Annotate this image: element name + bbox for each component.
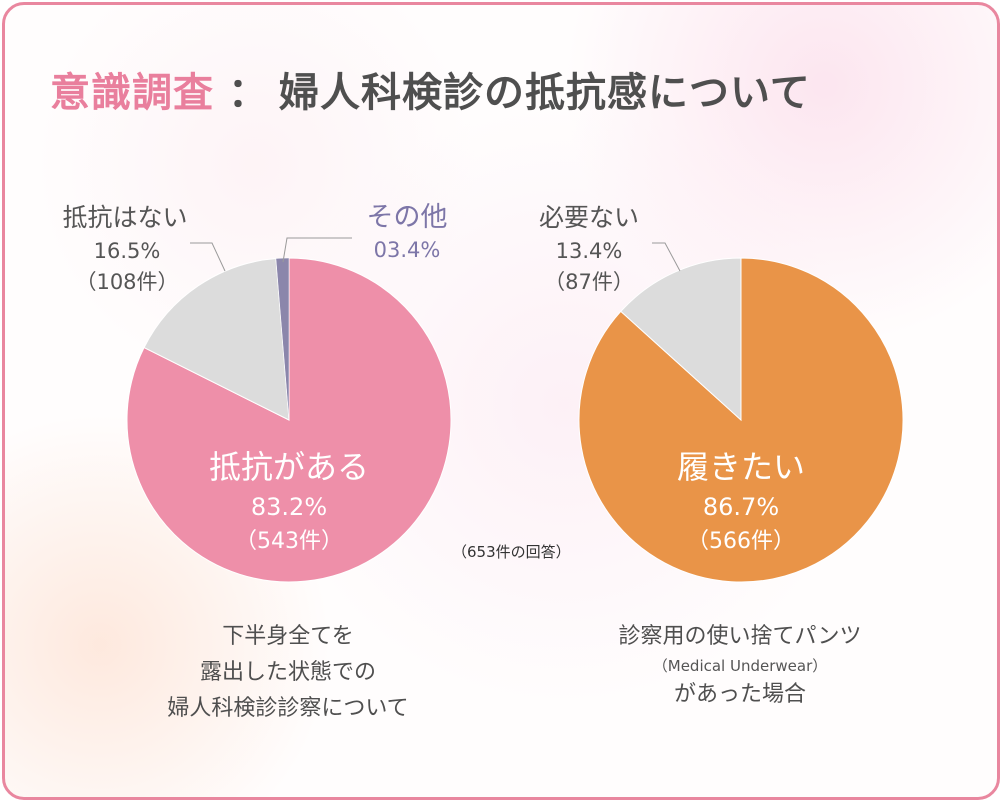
page-title: 意識調査 ：婦人科検診の抵抗感について: [50, 73, 811, 113]
left-caption-line-1: 下半身全てを: [222, 624, 354, 649]
left-caption-line-2: 露出した状態での: [199, 660, 376, 685]
pie-chart-underwear: 履きたい 86.7% （566件） 必要ない 13.4% （87件）: [539, 203, 904, 583]
right-caption-line-3: があった場合: [673, 682, 806, 707]
left-chart-caption: 下半身全てを 露出した状態での 婦人科検診診察について: [138, 619, 438, 727]
title-main: 婦人科検診の抵抗感について: [279, 70, 811, 116]
title-accent: 意識調査: [50, 70, 214, 116]
slice-count-want-to-wear: （566件）: [687, 529, 795, 554]
total-responses-note: （653件の回答）: [452, 543, 571, 561]
right-caption-line-2: （Medical Underwear）: [652, 657, 828, 675]
slice-label-want-to-wear: 履きたい: [677, 448, 805, 486]
pie-slice-other: [275, 257, 290, 421]
pie-slice-not-resistant: [143, 257, 290, 421]
right-caption-line-1: 診察用の使い捨てパンツ: [618, 624, 862, 649]
slice-label-resistant: 抵抗がある: [209, 448, 369, 486]
slice-count-not-needed: （87件）: [544, 270, 634, 294]
slice-percent-not-needed: 13.4%: [556, 239, 623, 263]
pie-slice-resistant: [126, 257, 452, 583]
slice-label-not-needed: 必要ない: [539, 203, 639, 232]
slice-label-other: その他: [367, 202, 448, 233]
slice-percent-other: 03.4%: [374, 238, 441, 262]
slice-count-resistant: （543件）: [235, 529, 343, 554]
right-chart-caption: 診察用の使い捨てパンツ （Medical Underwear） があった場合: [585, 619, 895, 713]
leader-line-other: [282, 237, 352, 263]
leader-line-not-needed: [652, 242, 681, 272]
left-caption-line-3: 婦人科検診診察について: [167, 696, 409, 721]
slice-percent-resistant: 83.2%: [251, 493, 327, 521]
slice-count-not-resistant: （108件）: [75, 270, 178, 294]
slice-percent-want-to-wear: 86.7%: [703, 493, 779, 521]
slice-percent-not-resistant: 16.5%: [94, 239, 161, 263]
pie-slice-not-needed: [620, 257, 742, 422]
pie-chart-resistance: 抵抗がある 83.2% （543件） 抵抗はない 16.5% （108件） その…: [62, 202, 452, 583]
leader-line-not-resistant: [190, 242, 226, 272]
title-separator: ：: [228, 70, 269, 116]
slice-label-not-resistant: 抵抗はない: [62, 203, 187, 232]
